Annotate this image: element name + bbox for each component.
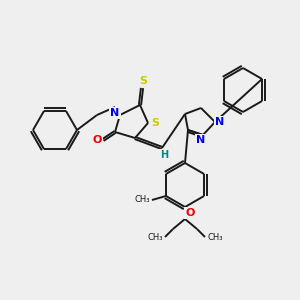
Text: CH₃: CH₃ <box>207 232 223 242</box>
Text: N: N <box>110 108 120 118</box>
Text: N: N <box>196 135 206 145</box>
Text: O: O <box>185 208 195 218</box>
Text: S: S <box>151 118 159 128</box>
Text: H: H <box>160 150 168 160</box>
Text: S: S <box>139 76 147 86</box>
Text: N: N <box>215 117 225 127</box>
Text: CH₃: CH₃ <box>148 232 163 242</box>
Text: O: O <box>92 135 102 145</box>
Text: CH₃: CH₃ <box>134 196 150 205</box>
